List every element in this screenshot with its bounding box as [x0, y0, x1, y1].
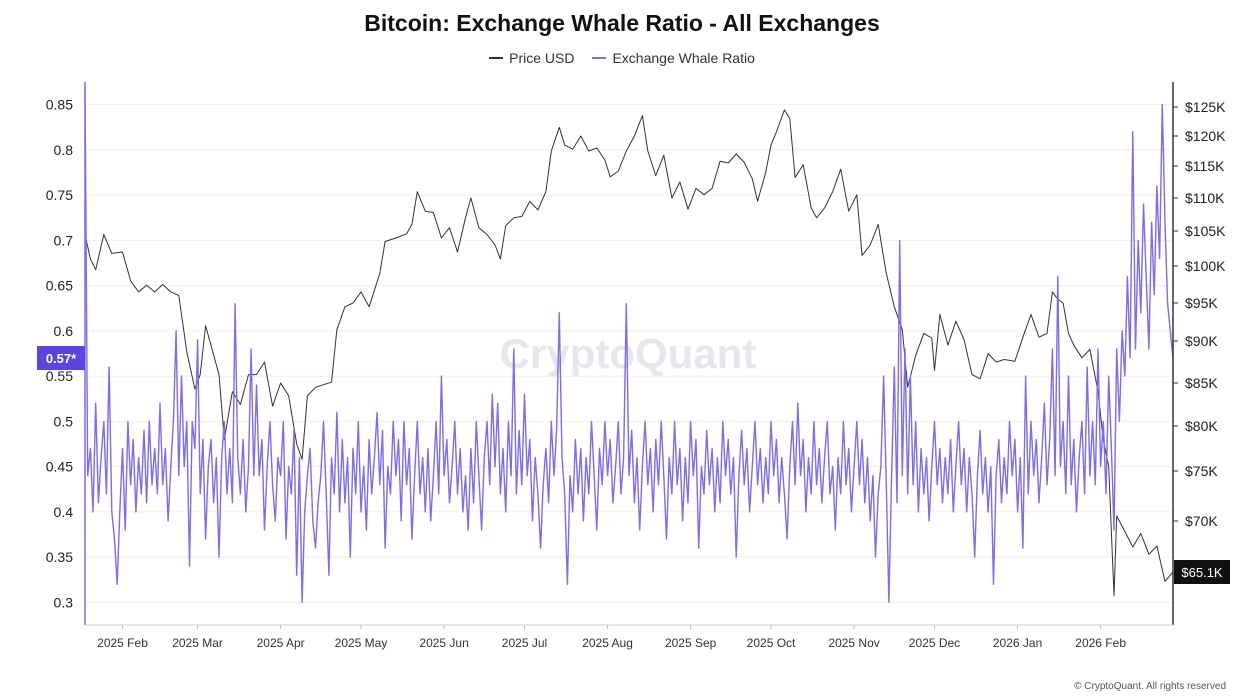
- x-tick-label: 2025 Dec: [909, 636, 960, 650]
- left-axis-ticks: 0.3 0.35 0.4 0.45 0.5 0.55 0.6 0.65 0.7 0.75 0.8 0.…: [46, 97, 73, 611]
- right-tick-label: $100K: [1185, 258, 1226, 274]
- x-tick-label: 2025 Aug: [582, 636, 633, 650]
- right-tick-label: $75K: [1185, 463, 1218, 479]
- x-tick-label: 2025 Mar: [172, 636, 223, 650]
- right-tick-label: $95K: [1185, 295, 1218, 311]
- whale-ratio-series: [84, 86, 1174, 604]
- x-tick-label: 2025 Sep: [665, 636, 717, 650]
- left-tick-label: 0.4: [54, 504, 74, 520]
- right-tick-label: $85K: [1185, 375, 1218, 391]
- legend-item-price[interactable]: Price USD: [489, 50, 574, 66]
- x-axis-ticks: 2025 Feb 2025 Mar 2025 Apr 2025 May 2025 Jun…: [97, 625, 1126, 650]
- x-tick-label: 2025 May: [335, 636, 388, 650]
- price-line: [84, 109, 1174, 597]
- left-current-badge-label: 0.57*: [46, 351, 77, 366]
- right-tick-label: $120K: [1185, 128, 1226, 144]
- right-tick-label: $70K: [1185, 513, 1218, 529]
- left-tick-label: 0.55: [46, 368, 73, 384]
- x-tick-label: 2026 Feb: [1075, 636, 1126, 650]
- copyright-footer: © CryptoQuant. All rights reserved: [1074, 681, 1226, 692]
- right-tick-label: $90K: [1185, 333, 1218, 349]
- right-tick-label: $125K: [1185, 99, 1226, 115]
- x-tick-label: 2025 Nov: [828, 636, 879, 650]
- right-tick-label: $115K: [1185, 158, 1225, 174]
- x-tick-label: 2026 Jan: [993, 636, 1042, 650]
- x-tick-label: 2025 Oct: [747, 636, 796, 650]
- x-tick-label: 2025 Feb: [97, 636, 148, 650]
- legend-swatch-whale-ratio: [592, 57, 607, 59]
- left-tick-label: 0.7: [54, 232, 74, 248]
- legend-swatch-price: [489, 57, 504, 59]
- chart-title: Bitcoin: Exchange Whale Ratio - All Exch…: [364, 10, 880, 36]
- x-tick-label: 2025 Jun: [419, 636, 468, 650]
- left-tick-label: 0.3: [54, 594, 74, 610]
- chart-legend: Price USD Exchange Whale Ratio: [0, 50, 1244, 66]
- left-tick-label: 0.65: [46, 278, 73, 294]
- legend-item-whale-ratio[interactable]: Exchange Whale Ratio: [592, 50, 755, 66]
- right-tick-label: $80K: [1185, 418, 1218, 434]
- right-tick-label: $105K: [1185, 223, 1226, 239]
- left-tick-label: 0.85: [46, 97, 73, 113]
- whale-ratio-line: [84, 86, 1174, 604]
- legend-label-whale-ratio: Exchange Whale Ratio: [612, 50, 755, 66]
- left-tick-label: 0.35: [46, 549, 73, 565]
- x-tick-label: 2025 Apr: [257, 636, 305, 650]
- price-series: [84, 109, 1174, 597]
- right-tick-label: $110K: [1185, 190, 1225, 206]
- left-current-badge: [37, 346, 85, 371]
- left-tick-label: 0.45: [46, 459, 73, 475]
- right-axis-ticks: $70K $75K $80K $85K $90K $95K $100K $105K $110K $…: [1173, 99, 1226, 529]
- right-current-badge: [1174, 560, 1230, 584]
- left-tick-label: 0.5: [54, 413, 74, 429]
- grid-lines: [85, 104, 1173, 603]
- left-tick-label: 0.75: [46, 187, 73, 203]
- left-tick-label: 0.6: [54, 323, 74, 339]
- legend-label-price: Price USD: [509, 50, 575, 66]
- left-tick-label: 0.8: [54, 142, 74, 158]
- current-value-badges: 0.57* $65.1K: [37, 346, 1230, 584]
- right-current-badge-label: $65.1K: [1181, 565, 1223, 580]
- x-tick-label: 2025 Jul: [502, 636, 547, 650]
